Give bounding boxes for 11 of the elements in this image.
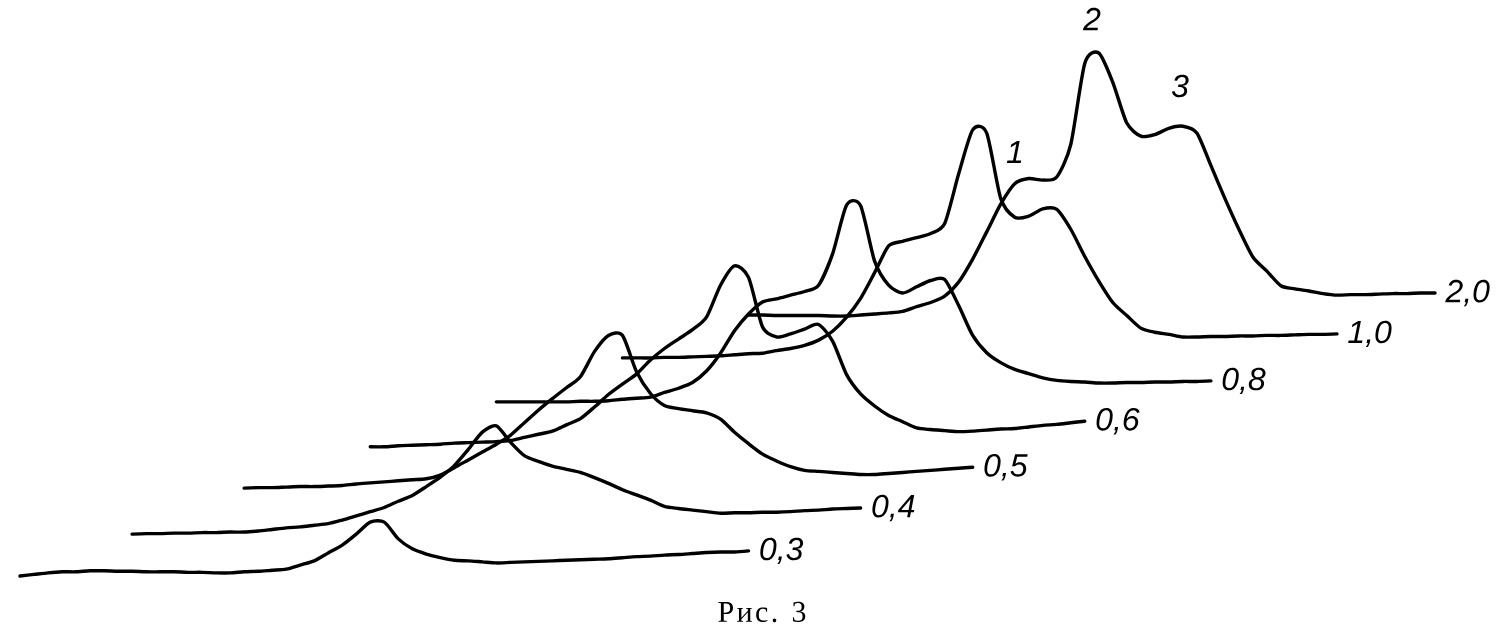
series-label: 0,6 — [1096, 407, 1140, 435]
series-label: 2,0 — [1445, 279, 1490, 307]
series-label: 0,5 — [984, 454, 1028, 481]
annotation: 3 — [1171, 74, 1189, 98]
series-label: 0,4 — [872, 494, 915, 522]
annotation: 1 — [1006, 140, 1022, 163]
text: 2 — [1082, 7, 1101, 31]
text: Рис. 3 — [718, 601, 806, 623]
series-label: 0,3 — [760, 537, 804, 565]
series-label: 0,8 — [1222, 367, 1266, 395]
series-label: 1,0 — [1348, 320, 1392, 348]
